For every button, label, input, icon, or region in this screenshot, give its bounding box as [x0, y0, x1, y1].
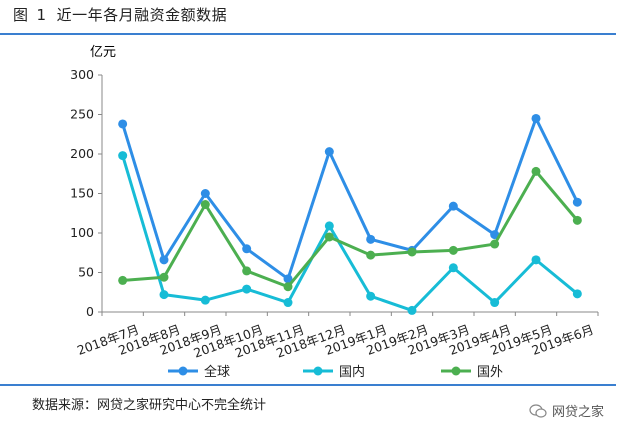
- legend-label: 国内: [339, 364, 365, 380]
- data-point: [242, 244, 252, 254]
- y-tick-label: 50: [78, 265, 94, 280]
- legend-item: 全球: [168, 364, 230, 380]
- title-text: 近一年各月融资金额数据: [56, 6, 228, 24]
- data-point: [200, 200, 210, 210]
- x-axis: 2018年7月2018年8月2018年9月2018年10月2018年11月201…: [75, 311, 599, 361]
- line-chart: 亿元 0 50 100 150 200 250 300 2018年7月2018年8月2018…: [70, 45, 599, 380]
- y-tick-label: 300: [70, 67, 94, 82]
- data-point: [242, 284, 252, 294]
- figure-label: 图: [13, 6, 29, 24]
- legend-label: 全球: [204, 364, 230, 380]
- watermark: 网贷之家: [529, 401, 604, 420]
- data-point: [572, 197, 582, 207]
- series-line: [121, 155, 579, 312]
- y-tick-label: 200: [70, 146, 94, 161]
- series-line: [122, 169, 579, 289]
- series-1: [118, 113, 582, 284]
- data-point: [531, 166, 541, 176]
- figure-number: 1: [36, 6, 47, 24]
- data-point: [572, 215, 582, 225]
- data-point: [324, 221, 334, 231]
- data-point: [159, 255, 169, 265]
- data-point: [283, 282, 293, 292]
- y-tick-label: 100: [70, 225, 94, 240]
- data-point: [283, 298, 293, 308]
- watermark-text: 网贷之家: [551, 405, 604, 420]
- y-axis: 0 50 100 150 200 250 300: [70, 67, 103, 319]
- data-point: [490, 230, 500, 240]
- data-point: [490, 298, 500, 308]
- data-point: [118, 151, 128, 161]
- data-point: [200, 189, 210, 198]
- y-axis-unit-label: 亿元: [90, 45, 116, 60]
- series-line: [121, 116, 579, 281]
- y-tick-label: 150: [70, 186, 94, 201]
- data-point: [448, 263, 458, 273]
- data-point: [118, 119, 128, 129]
- data-point: [159, 272, 169, 282]
- data-point: [531, 255, 541, 265]
- data-point: [283, 274, 293, 284]
- series-layer: [118, 113, 582, 315]
- legend: 全球 国内 国外: [168, 364, 503, 380]
- data-point: [407, 305, 417, 315]
- data-point: [490, 239, 500, 249]
- data-point: [407, 247, 417, 257]
- legend-swatch-marker: [178, 366, 188, 376]
- data-point: [448, 245, 458, 255]
- data-point: [531, 113, 541, 123]
- data-point: [242, 266, 252, 276]
- series-3: [118, 166, 582, 292]
- data-point: [366, 250, 376, 260]
- legend-swatch-marker: [313, 366, 323, 376]
- top-divider: [0, 33, 616, 35]
- legend-label: 国外: [477, 365, 503, 380]
- data-point: [448, 201, 458, 211]
- data-point: [324, 232, 334, 242]
- data-point: [324, 147, 334, 157]
- data-point: [159, 290, 169, 300]
- bottom-divider: [0, 384, 616, 386]
- data-point: [572, 289, 582, 299]
- y-tick-label: 0: [86, 304, 94, 319]
- source-note: 数据来源：网贷之家研究中心不完全统计: [32, 398, 267, 413]
- legend-swatch-marker: [451, 366, 461, 376]
- figure-title: 图 1 近一年各月融资金额数据: [13, 4, 227, 25]
- data-point: [366, 291, 376, 301]
- legend-item: 国外: [441, 365, 503, 380]
- series-2: [118, 151, 582, 315]
- data-point: [200, 295, 210, 305]
- data-point: [118, 275, 128, 285]
- y-tick-label: 250: [70, 107, 94, 122]
- wechat-icon: [529, 403, 547, 418]
- legend-item: 国内: [303, 364, 365, 380]
- data-point: [366, 234, 376, 244]
